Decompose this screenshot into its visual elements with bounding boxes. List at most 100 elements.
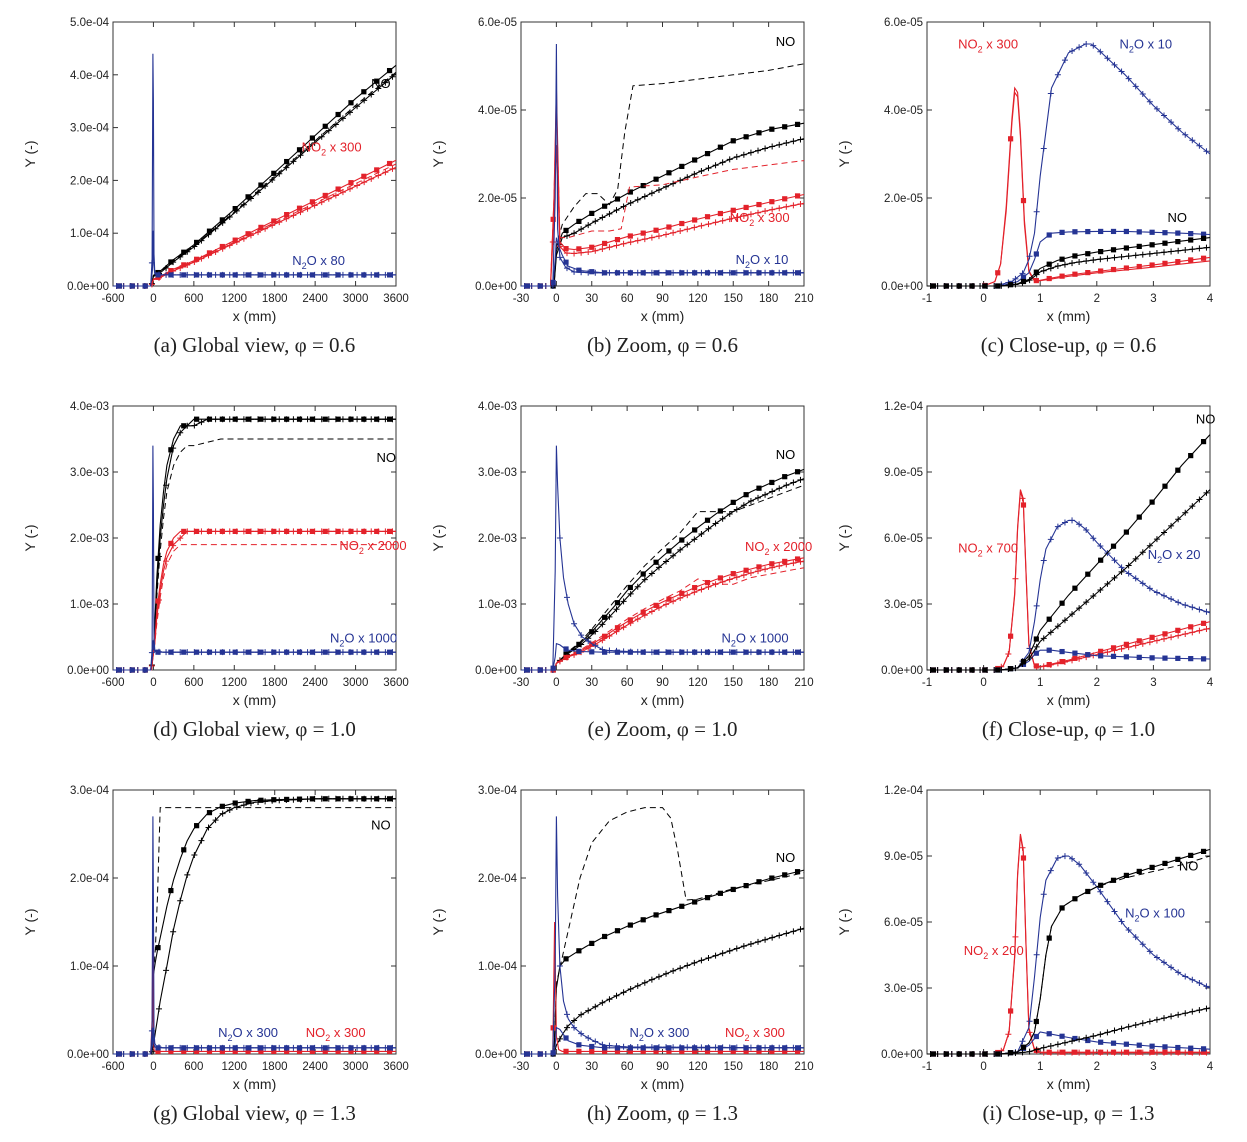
x-tick-label: 210 [794,677,813,689]
marker-plus-n2o [1083,41,1090,47]
marker-plus-no [339,795,346,802]
marker-plus-no [1153,250,1160,257]
marker-plus-no [563,232,570,239]
marker-plus-no [1005,282,1012,289]
marker-plus-no [325,795,332,802]
marker-plus-no2 [1104,1049,1111,1056]
marker-plus-no2 [297,528,304,535]
marker-plus-no [927,1051,934,1057]
series-line-no2 [521,101,805,287]
marker-square-no2 [309,199,315,205]
marker-square-no2 [361,173,367,179]
marker-plus-no2 [1005,1031,1012,1038]
marker-square-no [704,895,711,901]
x-axis-label: x (mm) [641,1076,685,1092]
marker-plus-no [962,667,969,673]
marker-square-no [1110,247,1117,253]
marker-plus-no2 [325,195,332,202]
marker-square-n2o [537,1051,543,1057]
marker-square-no [245,194,251,200]
marker-square-no [322,123,328,129]
marker-square-n2o [550,279,556,285]
marker-plus-n2o [1196,606,1203,613]
marker-square-no [1162,483,1168,489]
series-line-no [113,71,397,287]
marker-plus-no [1175,1011,1182,1018]
marker-plus-no [606,613,613,620]
marker-plus-n2o [1161,112,1168,119]
marker-square-no2 [232,237,238,243]
marker-plus-no [1182,509,1189,516]
marker-square-n2o [666,649,672,655]
marker-plus-no [969,667,976,673]
marker-plus-no2 [1069,657,1076,664]
x-tick-label: 120 [688,677,707,689]
marker-square-no [756,485,762,491]
marker-square-n2o [386,1045,393,1051]
marker-plus-no [170,259,177,266]
marker-square-n2o [206,1045,213,1051]
series-line-n2o [927,230,1211,287]
marker-plus-no [991,667,998,673]
panel-i: -1 0 1 2 3 4 0.0e+00 3.0e-05 6.0e-05 9.0e-05 1.2e-… [836,785,1214,1125]
marker-square-n2o [386,649,393,655]
marker-square-no [653,559,659,565]
series-group [113,795,396,1057]
marker-square-no2 [589,244,595,250]
marker-square-n2o [296,272,303,278]
marker-square-no [296,147,303,153]
x-tick-label: 3000 [343,1061,369,1073]
marker-square-no2 [1059,273,1065,279]
y-axis-label: Y (-) [22,141,38,168]
marker-square-n2o [219,1045,225,1051]
marker-square-n2o [717,649,723,655]
marker-square-n2o [155,1045,161,1051]
marker-square-no [743,492,749,498]
marker-plus-no2 [634,616,641,623]
marker-square-no2 [576,1048,582,1054]
x-tick-label: 3 [1150,293,1156,305]
marker-square-no2 [168,1048,174,1054]
marker-plus-no2 [719,217,726,224]
marker-square-no [309,135,315,141]
marker-square-n2o [129,1051,135,1057]
y-tick-label: 2.0e-05 [884,193,923,205]
marker-plus-no [726,947,733,954]
marker-square-no [666,908,672,914]
marker-square-n2o [1162,655,1168,661]
marker-plus-n2o [1019,1038,1026,1045]
marker-plus-no [1118,568,1125,575]
marker-plus-no2 [677,228,684,234]
marker-plus-n2o [1118,68,1125,75]
marker-square-no [348,100,354,106]
y-tick-label: 9.0e-05 [884,467,923,479]
marker-plus-no2 [578,249,585,256]
marker-square-no2 [666,1048,672,1054]
y-tick-label: 3.0e-03 [478,467,517,479]
marker-square-no2 [1162,260,1168,266]
marker-square-no2 [348,1048,354,1054]
marker-plus-no [318,416,325,423]
marker-plus-no [571,1017,578,1024]
marker-plus-no2 [219,528,226,535]
marker-square-n2o [1072,1035,1078,1042]
marker-square-n2o [1136,1042,1142,1048]
marker-square-n2o [794,1045,801,1051]
marker-square-no2 [614,237,621,243]
marker-square-no2 [374,167,380,173]
marker-plus-no [726,510,733,517]
y-tick-label: 0.0e+00 [67,281,109,293]
marker-square-n2o [181,649,187,655]
plot-frame [926,21,1211,287]
marker-plus-no [375,795,382,802]
marker-square-n2o [284,272,290,278]
y-tick-label: 0.0e+00 [475,281,517,293]
marker-square-n2o [756,649,762,655]
marker-square-n2o [374,272,380,278]
marker-square-no [769,126,775,132]
marker-plus-no2 [255,229,262,236]
marker-plus-no2 [233,528,240,535]
panel-caption: (g) Global view, φ = 1.3 [153,1101,356,1125]
marker-square-no [155,945,161,951]
